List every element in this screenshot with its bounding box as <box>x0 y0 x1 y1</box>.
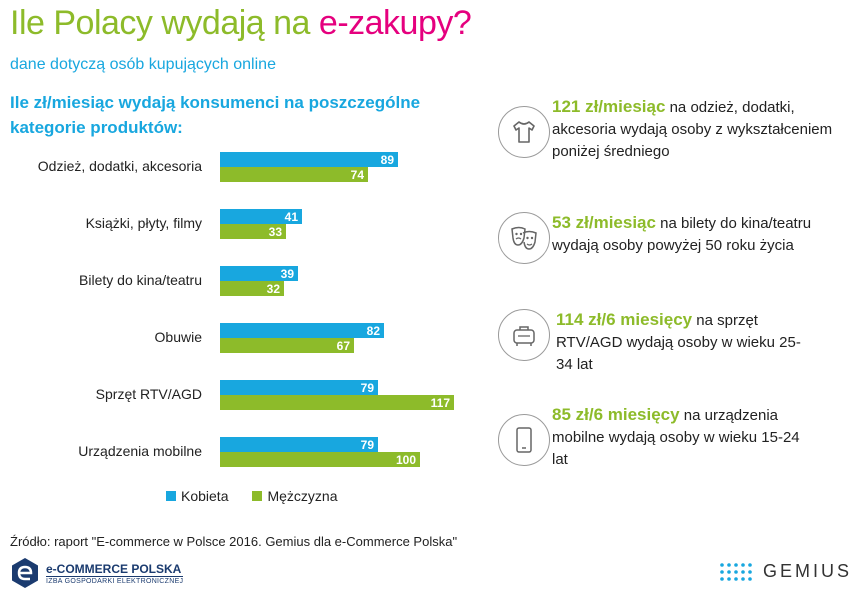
bar-value-label: 79 <box>361 381 375 395</box>
fact-rtv-circle <box>498 309 550 361</box>
gemius-logo: GEMIUS <box>719 561 852 582</box>
bar-mezczyzna <box>220 281 284 296</box>
bar-chart: Odzież, dodatki, akcesoria 89 74 Książki, p… <box>38 152 454 467</box>
bar-value-label: 82 <box>367 324 381 338</box>
ecommerce-polska-name: e-COMMERCE POLSKA <box>46 561 182 576</box>
bar-mezczyzna <box>220 395 454 410</box>
bar-kobieta <box>220 152 398 167</box>
bar-mezczyzna <box>220 167 368 182</box>
category-label: Bilety do kina/teatru <box>79 272 202 288</box>
bar-kobieta <box>220 209 302 224</box>
fact-mobile-circle <box>498 414 550 466</box>
page-title: Ile Polacy wydają na e-zakupy? <box>10 4 472 43</box>
fact-tickets-text: 53 zł/miesiąc na bilety do kina/teatru w… <box>552 212 832 257</box>
fact-rtv-text: 114 zł/6 miesięcy na sprzęt RTV/AGD wyda… <box>556 309 816 376</box>
theater-masks-icon <box>511 226 537 250</box>
legend-item-mezczyzna: Mężczyzna <box>252 488 338 504</box>
fact-clothing-body: na odzież, dodatki, akcesoria wydają oso… <box>552 99 833 160</box>
legend-label-mezczyzna: Mężczyzna <box>267 488 338 504</box>
fact-mobile-text: 85 zł/6 miesięcy na urządzenia mobilne w… <box>552 404 812 471</box>
fact-tickets-circle <box>498 212 550 264</box>
ecommerce-polska-logo-icon <box>12 558 38 588</box>
legend-label-kobieta: Kobieta <box>181 488 229 504</box>
title-part-2: e-zakupy? <box>318 4 472 42</box>
category-label: Sprzęt RTV/AGD <box>96 386 202 402</box>
bar-value-label: 74 <box>351 168 365 182</box>
subtitle: dane dotyczą osób kupujących online <box>10 56 276 73</box>
bar-value-label: 67 <box>337 339 351 353</box>
bar-value-label: 41 <box>285 210 299 224</box>
tshirt-icon <box>513 121 535 143</box>
gemius-dots-icon <box>720 562 752 581</box>
legend-item-kobieta: Kobieta <box>166 488 228 504</box>
category-label: Odzież, dodatki, akcesoria <box>38 158 202 174</box>
bar-value-label: 89 <box>381 153 395 167</box>
category-label: Obuwie <box>155 329 203 345</box>
ecommerce-polska-subtitle: IZBA GOSPODARKI ELEKTRONICZNEJ <box>46 575 184 585</box>
legend-swatch-mezczyzna <box>252 491 263 501</box>
bar-kobieta <box>220 266 298 281</box>
chart-heading: Ile zł/miesiąc wydają konsumenci na posz… <box>10 93 421 137</box>
bar-kobieta <box>220 323 384 338</box>
bar-value-label: 79 <box>361 438 375 452</box>
fact-rtv-body: na sprzęt RTV/AGD wydają osoby w wieku 2… <box>556 312 801 373</box>
bar-value-label: 33 <box>269 225 283 239</box>
fact-clothing-circle <box>498 106 550 158</box>
source-note: Źródło: raport "E-commerce w Polsce 2016… <box>10 534 458 549</box>
fact-clothing-highlight: 121 zł/miesiąc <box>552 97 666 116</box>
bar-mezczyzna <box>220 224 286 239</box>
bar-value-label: 32 <box>267 282 281 296</box>
fact-mobile-highlight: 85 zł/6 miesięcy <box>552 405 680 424</box>
appliance-icon <box>513 326 535 346</box>
legend-swatch-kobieta <box>166 491 176 501</box>
fact-clothing-text: 121 zł/miesiąc na odzież, dodatki, akces… <box>552 96 852 163</box>
bar-value-label: 39 <box>281 267 295 281</box>
fact-tickets-highlight: 53 zł/miesiąc <box>552 213 656 232</box>
fact-rtv-highlight: 114 zł/6 miesięcy <box>556 310 693 329</box>
fact-mobile-body: na urządzenia mobilne wydają osoby w wie… <box>552 407 800 468</box>
bar-mezczyzna <box>220 452 420 467</box>
bar-value-label: 117 <box>431 396 451 410</box>
category-label: Urządzenia mobilne <box>78 443 202 459</box>
title-part-1: Ile Polacy wydają na <box>10 4 319 42</box>
ecommerce-polska-logo: e-COMMERCE POLSKA IZBA GOSPODARKI ELEKTR… <box>10 557 184 589</box>
gemius-wordmark: GEMIUS <box>762 561 852 581</box>
bar-mezczyzna <box>220 338 354 353</box>
chart-legend: Kobieta Mężczyzna <box>166 488 338 504</box>
bar-kobieta <box>220 380 378 395</box>
category-label: Książki, płyty, filmy <box>86 215 202 231</box>
smartphone-icon <box>516 427 532 453</box>
bar-kobieta <box>220 437 378 452</box>
bar-value-label: 100 <box>396 453 416 467</box>
fact-tickets-body: na bilety do kina/teatru wydają osoby po… <box>552 215 812 254</box>
